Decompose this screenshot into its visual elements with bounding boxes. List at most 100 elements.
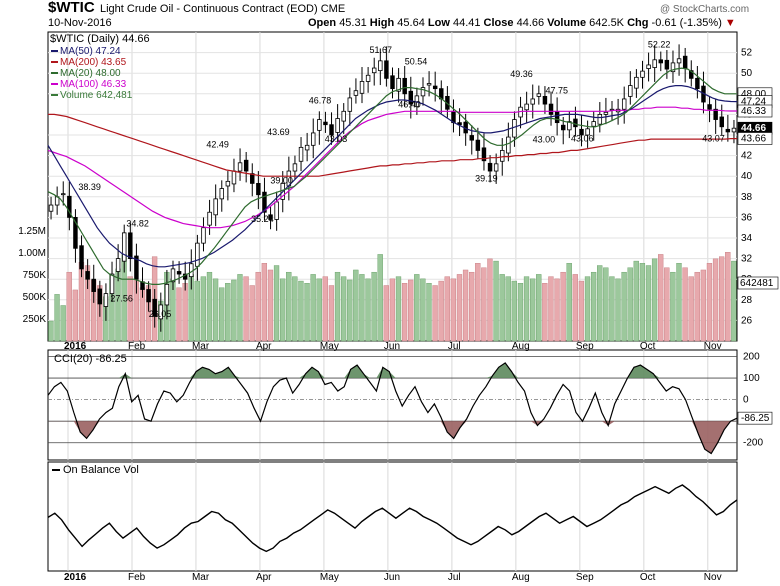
volume-bar (590, 271, 597, 342)
month-tick-label: Apr (256, 572, 272, 583)
candle-body (396, 77, 401, 92)
price-tick-label: 50 (741, 68, 753, 79)
volume-bar (206, 271, 213, 342)
price-annotation: 43.07 (702, 134, 725, 144)
volume-bar (66, 271, 72, 342)
volume-bar (365, 278, 371, 342)
legend-label: MA(20) 48.00 (60, 68, 121, 79)
volume-bar (511, 280, 517, 342)
price-annotation: 47.75 (545, 85, 568, 95)
candle-body (121, 232, 127, 262)
candle-body (420, 87, 426, 97)
candle-body (603, 111, 609, 115)
month-tick-label: Jun (384, 572, 400, 583)
month-tick-label: Feb (128, 572, 146, 583)
volume-bar (700, 269, 707, 342)
volume-bar (584, 276, 591, 342)
candle-body (231, 170, 237, 185)
legend-label: MA(50) 47.24 (60, 46, 121, 57)
candle-body (426, 83, 432, 86)
price-panel-title: $WTIC (Daily) 44.66 (50, 33, 150, 45)
candle-body (97, 288, 103, 305)
price-annotation: 34.82 (126, 219, 149, 229)
month-tick-label: Jun (384, 341, 400, 352)
cci-tag-box (737, 411, 773, 425)
volume-bar (279, 278, 286, 342)
price-tag-box (737, 104, 773, 118)
volume-bar (572, 274, 578, 342)
candle-body (390, 75, 395, 90)
candle-body (664, 59, 670, 70)
price-tick-label: 38 (741, 192, 753, 203)
volume-bar (371, 271, 377, 342)
volume-bar (414, 274, 420, 342)
candle-body (195, 242, 200, 267)
volume-bar (237, 274, 243, 342)
cci-tick-label: 0 (743, 395, 749, 406)
price-tick-label: 40 (741, 171, 753, 182)
candle-body (432, 85, 438, 90)
volume-bar (432, 285, 438, 342)
volume-bar (328, 285, 335, 342)
volume-bar (731, 260, 737, 342)
close-label: Close (483, 17, 514, 29)
volume-bar (609, 276, 615, 342)
volume-bar (627, 267, 633, 342)
high-value: 45.64 (397, 17, 425, 29)
exchange: CME (320, 3, 346, 15)
volume-bar (475, 263, 481, 342)
candle-body (207, 211, 212, 226)
candle-body (79, 245, 84, 270)
volume-bar (688, 276, 694, 342)
close-value: 44.66 (516, 17, 545, 29)
volume-bar (176, 287, 182, 342)
volume-bar (194, 280, 200, 342)
volume-bar (54, 294, 60, 342)
price-annotation: 39.00 (270, 176, 293, 186)
volume-bar (645, 265, 652, 342)
candle-body (682, 55, 688, 69)
candle-body (384, 60, 389, 79)
price-annotation: 46.40 (398, 99, 421, 109)
price-annotation: 50.54 (405, 57, 428, 67)
low-value: 44.41 (452, 17, 481, 29)
chg-value: -0.61 (-1.35%) (651, 17, 722, 29)
candle-body (719, 116, 724, 128)
price-annotation: 43.69 (267, 127, 290, 137)
price-tag-label: 48.00 (741, 89, 766, 100)
volume-bar (566, 263, 572, 342)
candle-body (128, 232, 133, 260)
candle-body (109, 273, 115, 295)
price-tick-label: 36 (741, 212, 753, 223)
cci-panel-frame (47, 349, 738, 461)
obv-panel-title: On Balance Vol (63, 464, 139, 476)
candle-body (524, 103, 529, 111)
candle-body (298, 146, 304, 162)
volume-bar (542, 283, 548, 342)
candle-body (262, 191, 267, 213)
candle-body (512, 119, 517, 138)
price-annotation: 43.06 (571, 134, 594, 144)
candle-body (621, 98, 627, 110)
candle-body (365, 74, 371, 82)
candle-body (48, 204, 54, 212)
legend-label: MA(200) 43.65 (60, 57, 127, 68)
candle-body (628, 85, 633, 97)
candle-body (243, 159, 249, 172)
volume-bar (267, 269, 274, 342)
volume-bar (340, 276, 347, 342)
cci-panel-title: CCI(20) -86.25 (54, 353, 127, 365)
candle-body (115, 258, 121, 272)
candle-body (573, 118, 578, 128)
volume-tick-label: 250K (23, 314, 47, 325)
volume-bar (658, 254, 664, 342)
candle-body (164, 283, 170, 306)
volume-bar (389, 278, 396, 342)
volume-bar (261, 263, 268, 342)
volume-bar (273, 265, 280, 342)
volume-bar (456, 274, 463, 342)
price-tick-label: 42 (741, 151, 753, 162)
candle-body (689, 70, 694, 79)
candle-body (493, 163, 499, 172)
volume-bar (212, 278, 219, 342)
